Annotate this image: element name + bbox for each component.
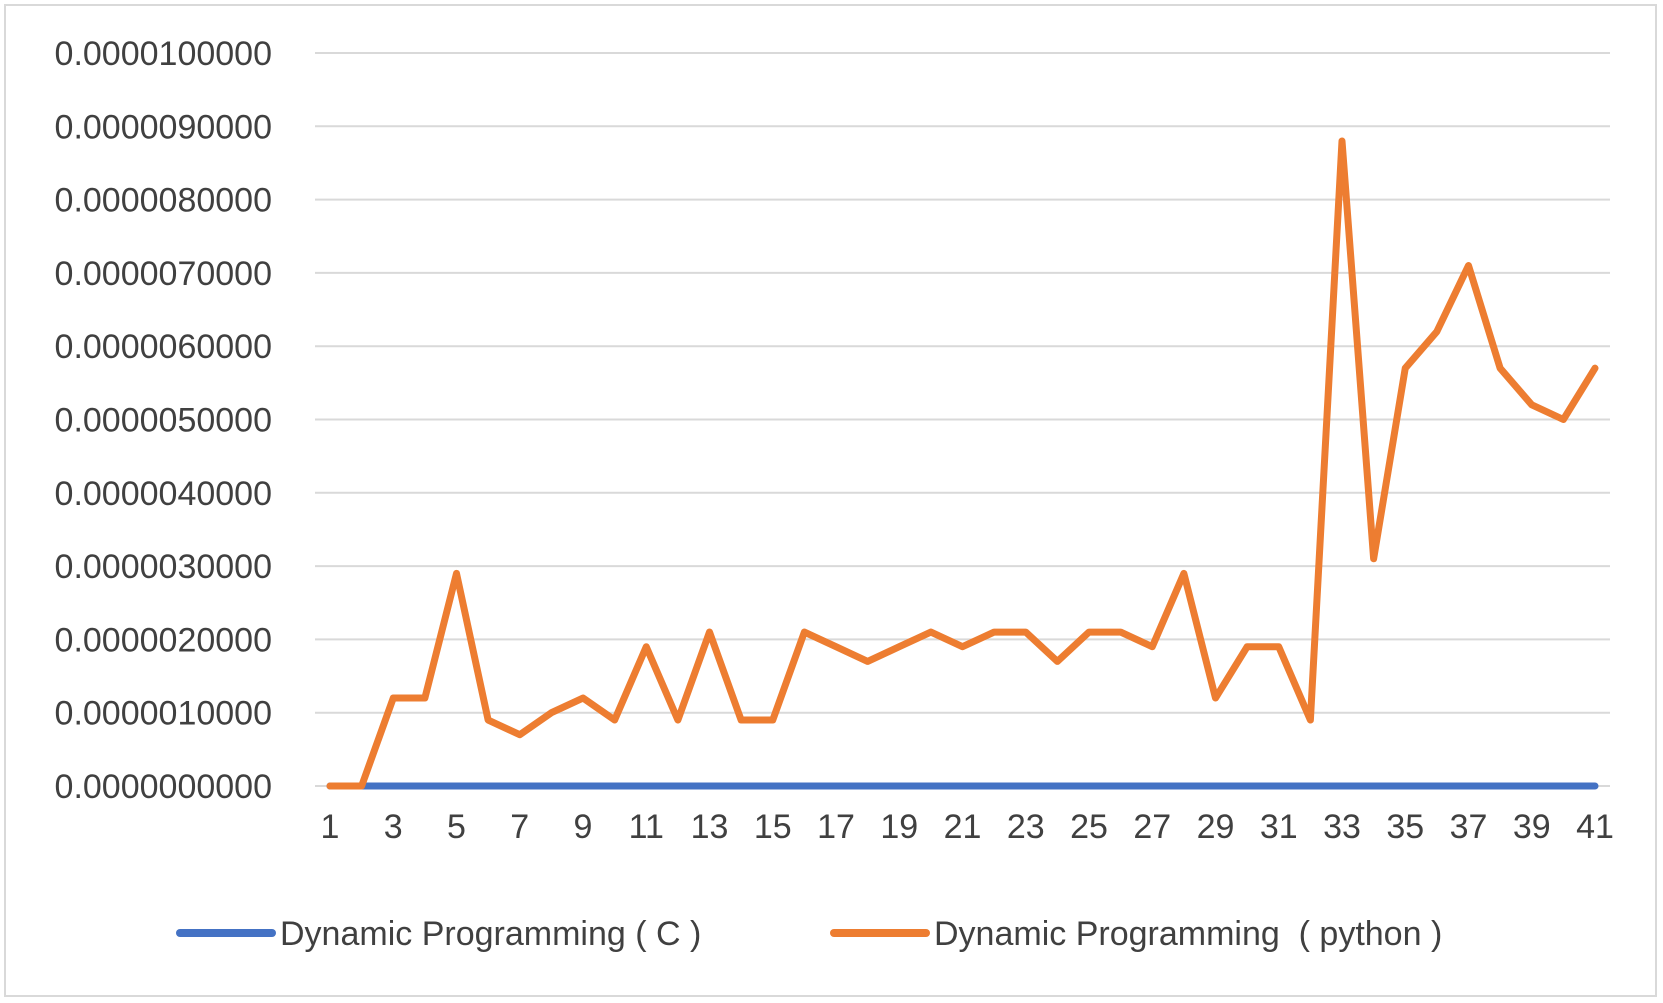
series-line-python [326, 137, 1599, 790]
legend: Dynamic Programming ( C ) Dynamic Progra… [176, 915, 1442, 953]
y-tick-label: 0.0000060000 [55, 328, 272, 366]
x-tick-label: 7 [510, 808, 529, 846]
y-tick-label: 0.0000070000 [55, 255, 272, 293]
x-tick-label: 37 [1450, 808, 1488, 846]
x-tick-label: 11 [629, 808, 664, 846]
y-tick-label: 0.0000050000 [55, 402, 272, 440]
y-tick-label: 0.0000010000 [55, 695, 272, 733]
y-tick-label: 0.0000040000 [55, 475, 272, 513]
x-tick-label: 15 [754, 808, 792, 846]
x-tick-label: 29 [1197, 808, 1235, 846]
y-axis-tick-labels: 0.0000000000 0.0000010000 0.0000020000 0.00… [55, 35, 272, 806]
y-tick-label: 0.0000090000 [55, 108, 272, 146]
x-tick-label: 13 [691, 808, 729, 846]
legend-label-python: Dynamic Programming ( python ) [934, 915, 1442, 953]
series-lines [326, 137, 1599, 790]
x-tick-label: 9 [574, 808, 593, 846]
y-tick-label: 0.0000020000 [55, 621, 272, 659]
legend-label-c: Dynamic Programming ( C ) [280, 915, 701, 953]
x-tick-label: 31 [1260, 808, 1298, 846]
gridlines [315, 52, 1610, 787]
y-tick-label: 0.0000100000 [55, 35, 272, 73]
x-tick-label: 17 [817, 808, 855, 846]
x-tick-label: 19 [880, 808, 918, 846]
x-tick-label: 23 [1007, 808, 1045, 846]
x-tick-label: 33 [1323, 808, 1361, 846]
x-tick-label: 39 [1513, 808, 1551, 846]
x-tick-label: 25 [1070, 808, 1108, 846]
x-tick-label: 35 [1386, 808, 1424, 846]
x-tick-label: 41 [1576, 808, 1614, 846]
x-tick-label: 27 [1133, 808, 1171, 846]
x-tick-label: 1 [321, 808, 340, 846]
y-tick-label: 0.0000030000 [55, 548, 272, 586]
x-axis-tick-labels: 1 3 5 7 9 11 13 15 17 19 21 23 25 27 29 31 33 35 37 39 41 [321, 808, 1614, 846]
x-tick-label: 5 [447, 808, 466, 846]
y-tick-label: 0.0000000000 [55, 768, 272, 806]
y-tick-label: 0.0000080000 [55, 182, 272, 220]
x-tick-label: 3 [384, 808, 403, 846]
x-tick-label: 21 [944, 808, 982, 846]
